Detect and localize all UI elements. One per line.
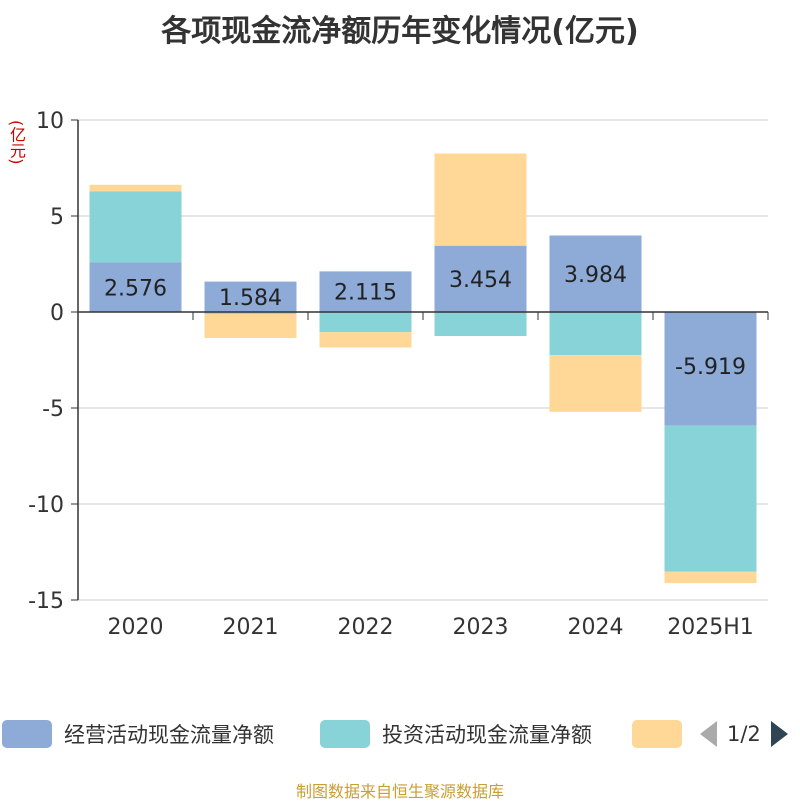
prev-page-icon[interactable]	[700, 721, 717, 747]
legend-swatch-investing	[320, 720, 370, 748]
y-tick-label: -15	[28, 589, 64, 614]
next-page-icon[interactable]	[770, 721, 788, 747]
bar-segment	[434, 153, 527, 246]
bar-segment	[204, 281, 297, 312]
grid-lines	[78, 119, 768, 601]
x-tick-label: 2025H1	[667, 615, 754, 640]
x-tick-label: 2020	[108, 615, 164, 640]
data-label: -5.919	[675, 355, 746, 380]
bars	[89, 153, 757, 584]
data-label: 3.454	[449, 268, 512, 293]
legend-item-investing[interactable]: 投资活动现金流量净额	[320, 716, 592, 752]
bar-segment	[204, 313, 297, 338]
legend-swatch-financing	[632, 720, 682, 748]
bar-segment	[664, 571, 757, 584]
legend-label-investing: 投资活动现金流量净额	[382, 723, 592, 747]
bar-segment	[549, 235, 642, 312]
legend-pager: 1/2	[700, 716, 788, 752]
x-tick-label: 2021	[223, 615, 279, 640]
bar-segment	[434, 312, 527, 336]
bar-segment	[664, 312, 757, 426]
axes: 10 5 0 -5 -10 -15 2020 2021 2022 2023 2024 2025H1	[28, 109, 769, 640]
bar-segment	[549, 355, 642, 412]
bar-segment	[319, 332, 412, 348]
y-tick-label: 10	[36, 109, 64, 134]
bar-segment	[204, 312, 297, 314]
legend-swatch-operating	[2, 720, 52, 748]
x-tick-label: 2024	[568, 615, 624, 640]
y-tick-label: 5	[50, 205, 64, 230]
data-source-footer: 制图数据来自恒生聚源数据库	[295, 782, 504, 801]
data-label: 2.115	[334, 281, 397, 306]
y-tick-label: 0	[50, 301, 64, 326]
data-labels: 2.576 1.584 2.115 3.454 3.984 -5.919	[104, 263, 746, 380]
x-tick-label: 2022	[338, 615, 394, 640]
data-label: 3.984	[564, 263, 627, 288]
x-tick-label: 2023	[453, 615, 509, 640]
stacked-bar-chart: 10 5 0 -5 -10 -15 2020 2021 2022 2023 2024 2025H1 2…	[28, 109, 769, 640]
bar-segment	[319, 271, 412, 312]
y-tick-label: -5	[42, 397, 64, 422]
bar-segment	[89, 191, 182, 263]
y-axis-unit: (亿元)	[7, 120, 26, 165]
data-label: 2.576	[104, 276, 167, 301]
legend-item-operating[interactable]: 经营活动现金流量净额	[2, 716, 274, 752]
bar-segment	[549, 312, 642, 356]
bar-segment	[319, 312, 412, 333]
legend: 经营活动现金流量净额 投资活动现金流量净额 1/2	[0, 716, 800, 752]
legend-label-operating: 经营活动现金流量净额	[64, 723, 274, 747]
bar-segment	[434, 245, 527, 312]
data-label: 1.584	[219, 286, 282, 311]
chart-title: 各项现金流净额历年变化情况(亿元)	[161, 14, 639, 49]
legend-item-financing[interactable]	[632, 716, 682, 752]
bar-segment	[89, 262, 182, 312]
bar-segment	[89, 184, 182, 192]
bar-segment	[664, 425, 757, 572]
y-tick-label: -10	[28, 493, 64, 518]
legend-page-indicator: 1/2	[727, 722, 761, 746]
